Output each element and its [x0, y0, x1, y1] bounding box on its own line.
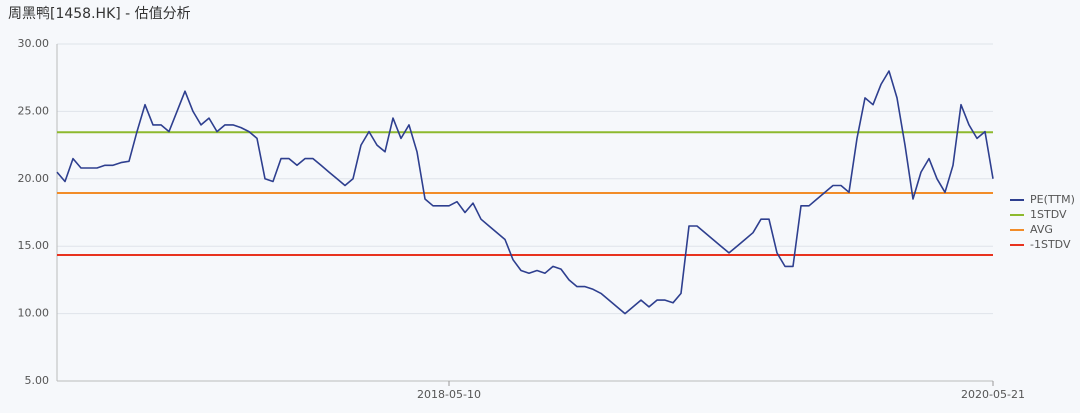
x-tick-label: 2018-05-10 [417, 388, 481, 401]
legend-label: -1STDV [1030, 238, 1071, 251]
y-tick-label: 20.00 [18, 172, 50, 185]
legend-label: AVG [1030, 223, 1053, 236]
y-tick-label: 5.00 [25, 374, 50, 387]
chart-title: 周黑鸭[1458.HK] - 估值分析 [8, 6, 191, 22]
legend-label: PE(TTM) [1030, 193, 1075, 206]
legend-label: 1STDV [1030, 208, 1067, 221]
y-tick-label: 10.00 [18, 307, 50, 320]
y-tick-label: 25.00 [18, 104, 50, 117]
x-tick-label: 2020-05-21 [961, 388, 1025, 401]
y-tick-label: 15.00 [18, 239, 50, 252]
y-tick-label: 30.00 [18, 37, 50, 50]
line-series [56, 70, 994, 315]
